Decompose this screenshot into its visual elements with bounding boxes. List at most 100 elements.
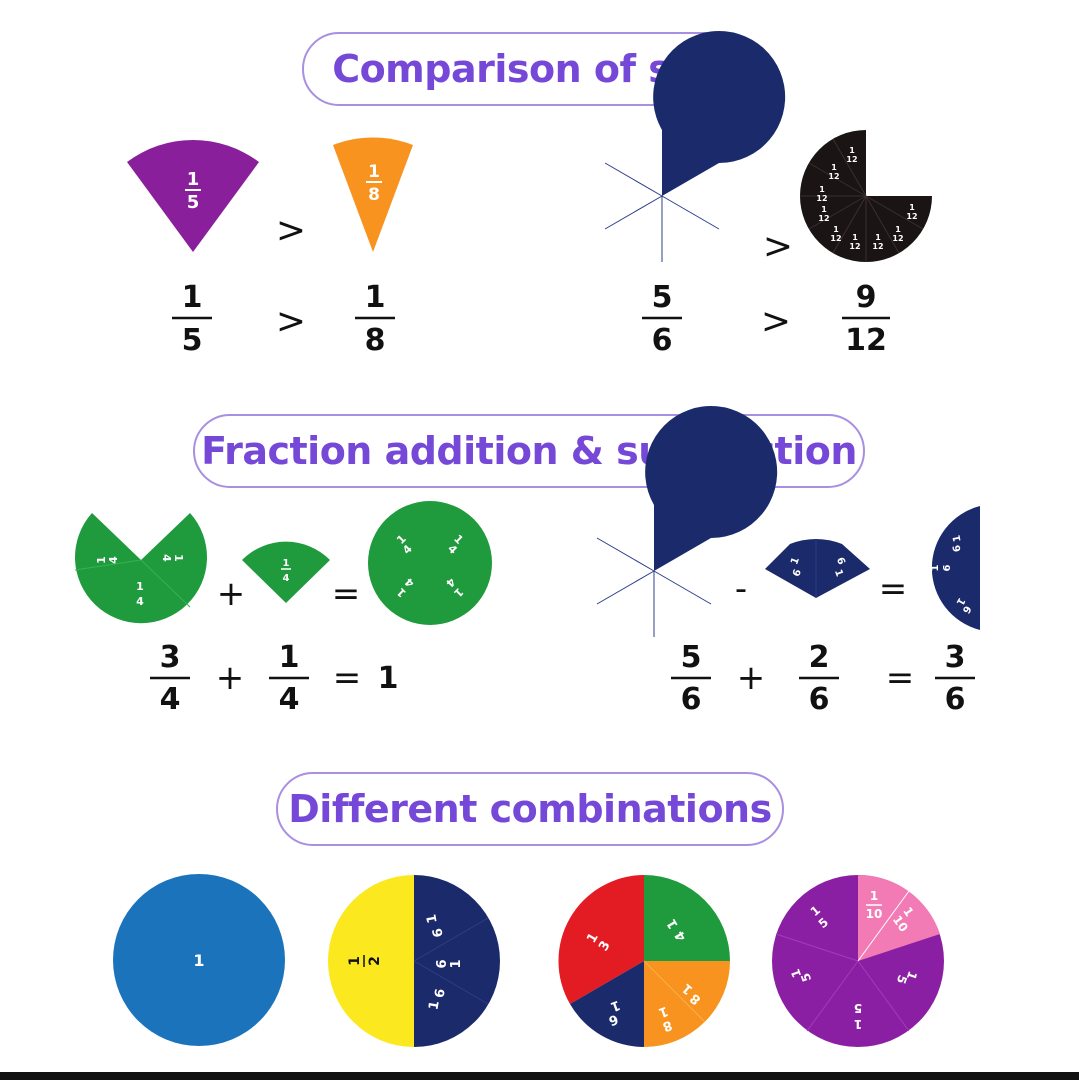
frac-den: 12 [845, 323, 887, 358]
svg-text:6: 6 [435, 959, 450, 968]
fifth-piece-purple: 1 5 [127, 140, 259, 252]
equation-five-sixths-gt-nine-twelfths: 5 6 > 9 12 [642, 280, 890, 358]
two-sixths-piece-navy: 1 6 1 6 [765, 538, 870, 598]
svg-text:5: 5 [854, 1001, 862, 1015]
frac-den: 6 [809, 682, 830, 717]
quarter-piece-green: 1 4 [242, 541, 330, 603]
svg-text:1: 1 [629, 531, 643, 541]
svg-text:12: 12 [816, 194, 827, 203]
equation-one-fifth-gt-one-eighth: 1 5 > 1 8 [172, 280, 395, 358]
frac-num: 1 [182, 280, 203, 315]
svg-text:6: 6 [672, 571, 685, 579]
svg-text:1: 1 [684, 571, 697, 579]
frac-den: 6 [681, 682, 702, 717]
compare-symbol-2: > [763, 226, 793, 267]
half-and-sixths-circle: 1 2 16 16 16 [328, 875, 500, 1047]
svg-text:1: 1 [426, 1000, 442, 1012]
svg-text:1: 1 [909, 203, 915, 212]
svg-text:1: 1 [875, 233, 881, 242]
equals-symbol-visual-sub: = [879, 569, 908, 609]
svg-text:6: 6 [678, 196, 691, 204]
svg-text:1: 1 [952, 534, 964, 543]
svg-text:12: 12 [849, 242, 860, 251]
svg-text:1: 1 [854, 1017, 862, 1031]
svg-text:6: 6 [791, 568, 804, 578]
svg-text:1: 1 [832, 568, 845, 578]
svg-text:1: 1 [870, 889, 878, 903]
op-plus: + [737, 658, 766, 698]
svg-text:6: 6 [952, 544, 964, 553]
frac-den: 8 [365, 323, 386, 358]
svg-text:10: 10 [866, 907, 883, 921]
frac-num: 2 [809, 640, 830, 675]
op-equals: = [333, 658, 362, 698]
label-num: 1 [187, 169, 200, 190]
frac-den: 6 [652, 323, 673, 358]
svg-text:1: 1 [821, 205, 827, 214]
whole-label: 1 [193, 951, 204, 970]
svg-text:1: 1 [637, 159, 651, 169]
svg-text:6: 6 [960, 603, 973, 615]
svg-text:1: 1 [424, 913, 440, 925]
fifths-tenths-circle: 1 10 110 15 15 15 15 [772, 874, 944, 1047]
label-den: 5 [187, 192, 200, 213]
frac-den: 6 [945, 682, 966, 717]
equation-subtraction: 5 6 + 2 6 = 3 6 [671, 640, 975, 717]
svg-text:1: 1 [347, 956, 363, 966]
frac-num: 3 [160, 640, 181, 675]
nine-twelfths-circle-black: 112 112 112 112 112 112 112 112 112 [800, 130, 932, 262]
thirds-quarters-eighths-circle: 13 14 16 18 18 [558, 875, 730, 1047]
svg-text:4: 4 [107, 556, 120, 564]
svg-text:4: 4 [136, 595, 144, 608]
bottom-border-bar [0, 1072, 1079, 1080]
frac-num: 5 [652, 280, 673, 315]
frac-den: 4 [279, 682, 300, 717]
label-num: 1 [368, 162, 380, 182]
svg-text:1: 1 [622, 180, 630, 193]
svg-text:6: 6 [430, 927, 446, 939]
svg-text:1: 1 [819, 185, 825, 194]
piece-label: 1 8 [366, 162, 382, 205]
svg-text:1: 1 [895, 225, 901, 234]
svg-text:6: 6 [668, 591, 676, 604]
svg-text:12: 12 [828, 172, 839, 181]
frac-den: 5 [182, 323, 203, 358]
svg-text:12: 12 [892, 234, 903, 243]
svg-text:1: 1 [95, 556, 108, 564]
whole-circle-blue: 1 [113, 874, 285, 1046]
svg-text:1: 1 [789, 556, 802, 566]
svg-text:1: 1 [676, 229, 684, 242]
svg-text:12: 12 [830, 234, 841, 243]
op-gt: > [276, 301, 306, 342]
svg-text:6: 6 [637, 170, 651, 180]
equation-addition: 3 4 + 1 4 = 1 [150, 640, 398, 717]
svg-text:6: 6 [614, 562, 627, 570]
svg-text:1: 1 [602, 562, 615, 570]
svg-text:1: 1 [449, 959, 464, 968]
title-different-combinations: Different combinations [276, 772, 784, 846]
svg-text:4: 4 [160, 554, 173, 562]
frac-num: 9 [856, 280, 877, 315]
result-whole: 1 [378, 661, 399, 696]
op-plus: + [216, 658, 245, 698]
plus-symbol-visual: + [217, 574, 246, 614]
frac-den: 4 [160, 682, 181, 717]
frac-num: 5 [681, 640, 702, 675]
five-sixths-circle-navy: 16 16 16 16 16 [604, 31, 786, 262]
svg-text:1: 1 [852, 233, 858, 242]
svg-text:1: 1 [668, 605, 676, 618]
svg-text:1: 1 [954, 595, 967, 607]
op-gt: > [761, 301, 791, 342]
frac-num: 3 [945, 640, 966, 675]
label-den: 8 [368, 185, 380, 205]
op-equals: = [886, 658, 915, 698]
svg-text:6: 6 [629, 542, 643, 552]
piece-label: 1 5 [185, 169, 201, 213]
svg-text:2: 2 [367, 956, 383, 966]
frac-num: 1 [365, 280, 386, 315]
svg-text:1: 1 [849, 146, 855, 155]
